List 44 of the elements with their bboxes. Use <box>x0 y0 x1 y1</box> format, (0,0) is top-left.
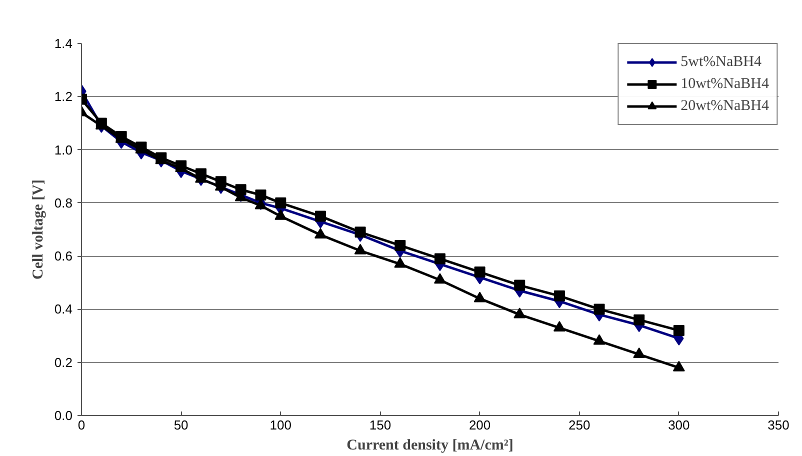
point <box>275 197 286 208</box>
legend-label: 20wt%NaBH4 <box>680 98 769 114</box>
point <box>554 290 565 302</box>
point <box>672 360 685 372</box>
x-axis-title: Current density [mA/cm²] <box>346 438 514 454</box>
point <box>633 348 646 358</box>
x-tick-label: 200 <box>468 418 491 432</box>
point <box>314 210 326 222</box>
y-tick-label: 0.4 <box>54 302 73 317</box>
x-tick-label: 300 <box>668 418 690 432</box>
y-axis-title: Cell voltage [V] <box>30 180 46 280</box>
point <box>354 244 366 254</box>
x-tick-label: 350 <box>768 418 790 432</box>
point <box>434 273 446 284</box>
point <box>634 314 645 326</box>
point <box>514 308 526 318</box>
y-tick-label: 1.2 <box>54 89 73 104</box>
x-tick-label: 0 <box>78 418 86 432</box>
x-tick-label: 50 <box>174 418 188 432</box>
point <box>354 226 366 238</box>
point <box>474 266 486 278</box>
y-tick-label: 0.6 <box>54 248 73 264</box>
x-tick-label: 250 <box>568 418 590 432</box>
point <box>673 324 684 336</box>
legend-label: 10wt%NaBH4 <box>680 76 769 92</box>
y-tick-label: 1.4 <box>54 36 73 51</box>
point <box>255 189 266 200</box>
point <box>474 292 486 302</box>
point <box>314 228 326 238</box>
point <box>514 280 526 291</box>
point <box>394 257 406 268</box>
y-tick-label: 0.2 <box>54 354 73 370</box>
point <box>434 253 446 264</box>
point <box>594 304 605 315</box>
point <box>553 320 566 332</box>
x-tick-label: 150 <box>369 418 392 432</box>
legend-label: 5wt%NaBH4 <box>680 54 762 70</box>
y-tick-label: 0.8 <box>54 195 73 210</box>
x-tick-label: 100 <box>270 418 292 432</box>
point <box>274 209 287 220</box>
point <box>593 334 606 345</box>
y-tick-label: 1.0 <box>54 142 73 158</box>
y-tick-label: 0.0 <box>54 408 73 423</box>
point <box>394 240 406 251</box>
